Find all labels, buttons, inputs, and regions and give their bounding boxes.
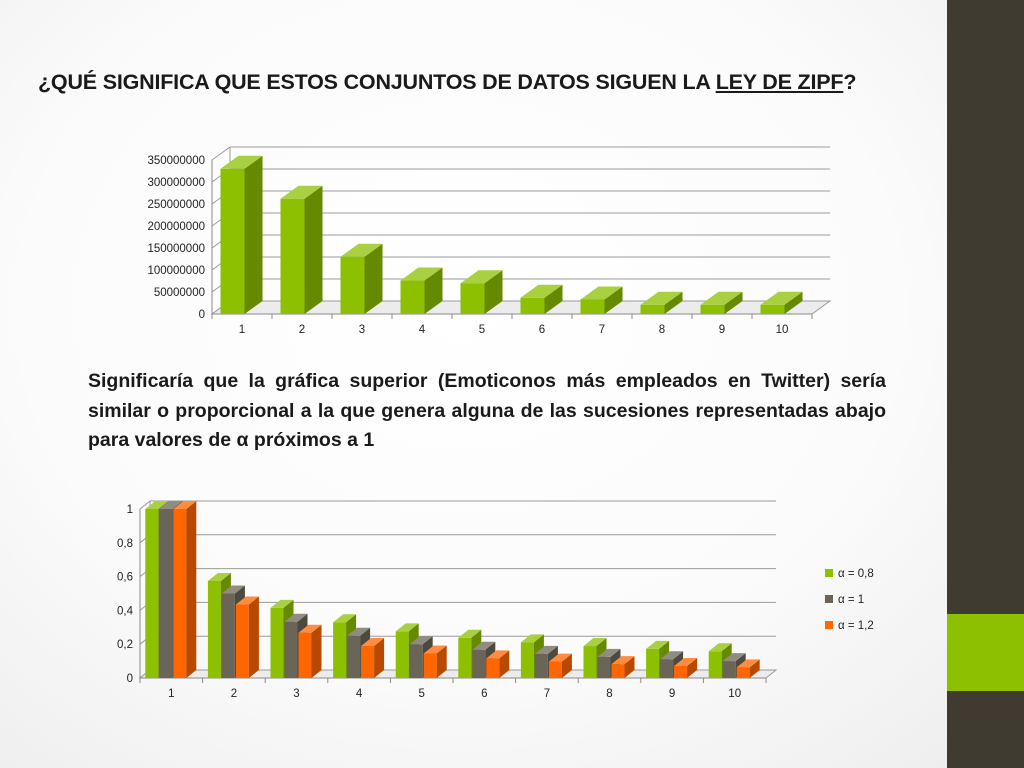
bar-3-series-1 — [340, 243, 383, 314]
x-tick-label: 10 — [728, 688, 741, 700]
y-tick-label: 0,4 — [117, 605, 134, 617]
legend-swatch — [825, 621, 833, 629]
x-tick-label: 2 — [231, 688, 237, 700]
gridline-side — [211, 146, 231, 161]
x-tick-label: 3 — [293, 688, 299, 700]
x-tick-label: 2 — [299, 324, 305, 336]
x-tick-label: 1 — [239, 324, 245, 336]
title-law-link: LEY DE ZIPF — [715, 70, 844, 94]
y-tick-label: 0 — [127, 673, 133, 685]
y-tick-label: 250000000 — [147, 199, 205, 211]
y-tick-label: 50000000 — [154, 287, 205, 299]
legend-label: α = 0,8 — [838, 568, 874, 580]
bar-6-series-3 — [486, 650, 510, 678]
sidebar-accent-block — [947, 614, 1024, 691]
title-end: ? — [843, 70, 857, 94]
y-tick-label: 100000000 — [147, 265, 205, 277]
bar-7-series-1 — [580, 286, 623, 314]
bar-8-series-1 — [640, 291, 683, 314]
y-tick-label: 0 — [199, 309, 205, 321]
bar-10-series-1 — [760, 291, 803, 314]
x-tick-label: 4 — [419, 324, 426, 336]
legend-swatch — [825, 569, 833, 577]
bar-2-series-1 — [280, 185, 323, 314]
legend-label: α = 1,2 — [838, 620, 874, 632]
bar-1-series-3 — [173, 501, 197, 678]
x-tick-label: 7 — [544, 688, 550, 700]
bar-4-series-1 — [400, 267, 443, 314]
bar-8-series-3 — [611, 656, 635, 678]
bar-3-series-3 — [298, 624, 322, 678]
title-main: ¿QUÉ SIGNIFICA QUE ESTOS CONJUNTOS DE DA… — [38, 70, 716, 94]
x-tick-label: 1 — [168, 688, 174, 700]
y-tick-label: 150000000 — [147, 243, 205, 255]
bar-2-series-3 — [235, 596, 259, 678]
y-tick-label: 1 — [127, 504, 133, 516]
x-tick-label: 4 — [356, 688, 363, 700]
x-tick-label: 9 — [669, 688, 675, 700]
y-tick-label: 0,8 — [117, 538, 133, 550]
x-tick-label: 3 — [359, 324, 365, 336]
bar-6-series-1 — [520, 284, 563, 314]
x-tick-label: 10 — [776, 324, 789, 336]
x-tick-label: 7 — [599, 324, 605, 336]
x-tick-label: 6 — [539, 324, 545, 336]
x-tick-label: 8 — [606, 688, 612, 700]
bar-5-series-1 — [460, 270, 503, 314]
y-tick-label: 0,6 — [117, 572, 133, 584]
bar-1-series-1 — [220, 155, 263, 314]
gridline-side — [139, 500, 151, 510]
x-tick-label: 5 — [479, 324, 485, 336]
legend-swatch — [825, 595, 833, 603]
slide-title: ¿QUÉ SIGNIFICA QUE ESTOS CONJUNTOS DE DA… — [38, 70, 938, 95]
y-tick-label: 300000000 — [147, 177, 205, 189]
bar-5-series-3 — [423, 645, 447, 678]
legend-label: α = 1 — [838, 594, 864, 606]
bar-7-series-3 — [548, 653, 572, 678]
y-tick-label: 200000000 — [147, 221, 205, 233]
y-tick-label: 0,2 — [117, 639, 133, 651]
bar-9-series-3 — [674, 658, 698, 678]
explanation-paragraph: Significaría que la gráfica superior (Em… — [88, 370, 886, 451]
bar-9-series-1 — [700, 291, 743, 314]
x-tick-label: 8 — [659, 324, 665, 336]
x-tick-label: 6 — [481, 688, 487, 700]
x-tick-label: 5 — [418, 688, 424, 700]
bar-10-series-3 — [736, 659, 760, 678]
bar-4-series-3 — [361, 638, 385, 678]
x-tick-label: 9 — [719, 324, 725, 336]
y-tick-label: 350000000 — [147, 155, 205, 167]
